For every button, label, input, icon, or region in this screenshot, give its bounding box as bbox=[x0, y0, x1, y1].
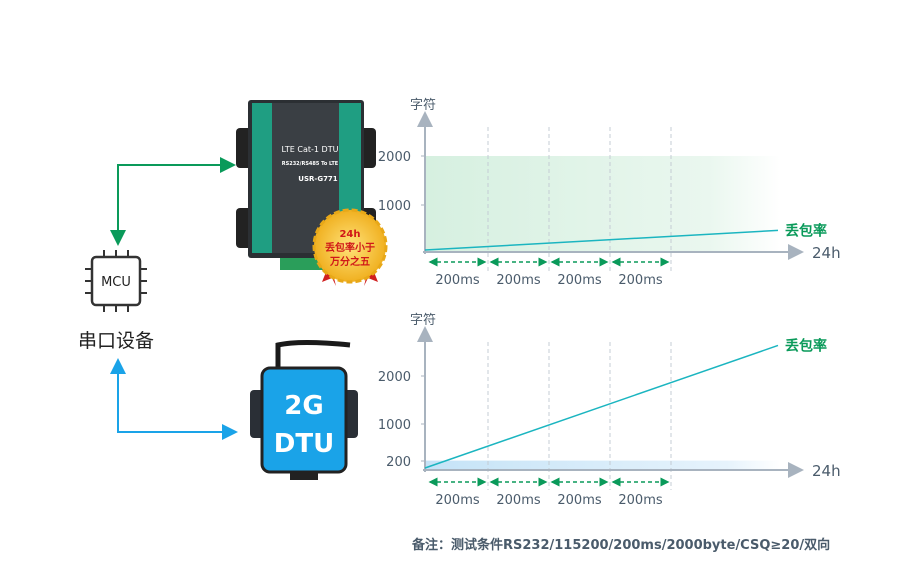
packet-loss-line bbox=[424, 344, 779, 469]
mcu-chip-icon bbox=[85, 250, 147, 312]
interval-label: 200ms bbox=[435, 493, 479, 508]
lte-dtu-subtitle: RS232/RS485 To LTE bbox=[282, 161, 339, 167]
interval-label: 200ms bbox=[557, 493, 601, 508]
interval-label: 200ms bbox=[618, 493, 662, 508]
y-tick-label: 1000 bbox=[378, 418, 411, 433]
2g-dtu-device-image bbox=[250, 340, 358, 480]
badge-line-3: 万分之五 bbox=[329, 255, 370, 268]
test-condition-note: 备注：测试条件RS232/115200/200ms/2000byte/CSQ≥2… bbox=[412, 538, 831, 553]
2g-dtu-line-2: DTU bbox=[274, 429, 334, 459]
mcu-label: MCU bbox=[101, 275, 131, 290]
serial-device-label: 串口设备 bbox=[78, 330, 154, 352]
y-tick-label: 2000 bbox=[378, 370, 411, 385]
packet-loss-label: 丢包率 bbox=[785, 337, 827, 354]
green-connector-arrow bbox=[117, 157, 236, 240]
interval-label: 200ms bbox=[496, 493, 540, 508]
packet-loss-label: 丢包率 bbox=[785, 222, 827, 239]
y-axis-label: 字符 bbox=[410, 97, 436, 113]
x-axis-label: 24h bbox=[812, 462, 841, 480]
packet-loss-line bbox=[424, 229, 779, 251]
badge-line-1: 24h bbox=[339, 229, 360, 240]
blue-connector-arrow bbox=[117, 362, 238, 440]
y-tick-label: 1000 bbox=[378, 199, 411, 214]
2g-dtu-line-1: 2G bbox=[284, 391, 323, 421]
lte-dtu-title: LTE Cat-1 DTU bbox=[282, 145, 339, 154]
y-tick-label: 200 bbox=[386, 455, 411, 470]
interval-label: 200ms bbox=[435, 273, 479, 288]
badge-line-2: 丢包率小于 bbox=[325, 241, 375, 254]
badge-seal-icon bbox=[312, 208, 388, 286]
throughput-band bbox=[425, 156, 780, 252]
y-tick-label: 2000 bbox=[378, 150, 411, 165]
interval-label: 200ms bbox=[496, 273, 540, 288]
throughput-band bbox=[425, 460, 780, 470]
y-axis-label: 字符 bbox=[410, 312, 436, 328]
interval-label: 200ms bbox=[557, 273, 601, 288]
x-axis-label: 24h bbox=[812, 244, 841, 262]
lte-dtu-model: USR-G771 bbox=[298, 175, 338, 183]
interval-label: 200ms bbox=[618, 273, 662, 288]
